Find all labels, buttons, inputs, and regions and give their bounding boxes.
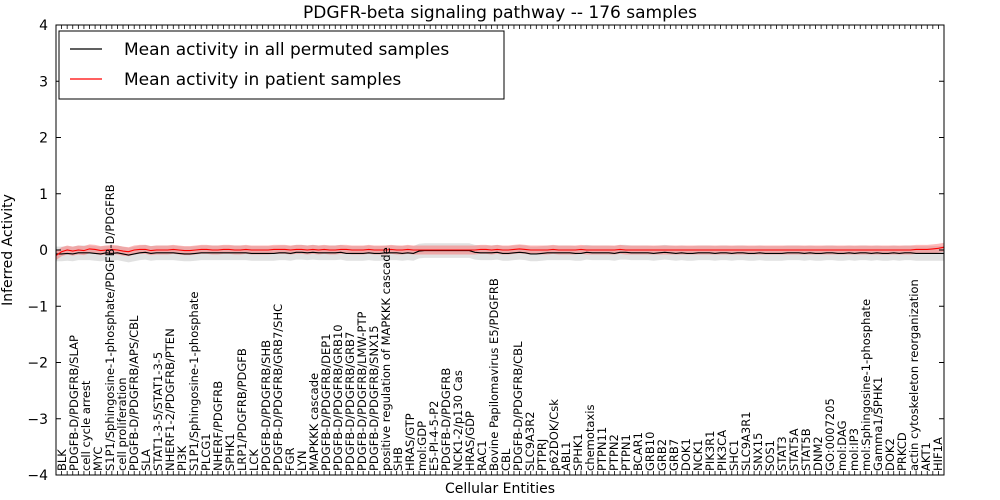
y-tick-label: 2 — [39, 131, 48, 147]
entity-label: BLK — [55, 449, 69, 471]
legend-box — [58, 30, 505, 100]
series-lines — [55, 246, 945, 257]
entity-label: SOS1 — [763, 440, 777, 471]
entity-label: PDGFB-D/PDGFRB/DEP1 — [319, 333, 333, 471]
entity-label: HRAS/GDP — [463, 411, 477, 471]
legend-label-permuted: Mean activity in all permuted samples — [124, 40, 449, 60]
y-axis-label: Inferred Activity — [0, 194, 16, 306]
entity-label: SNX15 — [751, 433, 765, 471]
entity-label: mol:IP3 — [847, 428, 861, 471]
entity-label: mol:GDP — [415, 421, 429, 471]
entity-label: NHERF1-2/PDGFRB/PTEN — [163, 328, 177, 471]
entity-label: S1P1/Sphingosine-1-phosphate — [187, 292, 201, 471]
y-axis-ticks: −4 −3 −2 −1 0 1 2 3 4 — [27, 18, 944, 484]
series-line-patient — [55, 246, 945, 257]
y-tick-label: −1 — [27, 299, 48, 315]
entity-label: GRB2 — [655, 439, 669, 471]
entity-label: GO:0007205 — [823, 398, 837, 471]
entity-label: SHC1 — [727, 440, 741, 471]
entity-label: GRB7 — [667, 439, 681, 471]
entity-label: PLCG1 — [199, 433, 213, 471]
entity-label: HIF1A — [931, 437, 945, 471]
entity-label: DOK1 — [679, 438, 693, 471]
y-tick-label: −4 — [27, 468, 48, 484]
entity-label: actin cytoskeleton reorganization — [907, 279, 921, 471]
legend: Mean activity in all permuted samples Me… — [58, 30, 505, 100]
entity-label: PDGFB-D/PDGFRB/GRB7/SHC — [271, 304, 285, 471]
entity-label: cell cycle arrest — [79, 380, 93, 471]
entity-label: LRP1/PDGFRB/PDGFB — [235, 348, 249, 471]
entity-label: MYC — [91, 447, 105, 471]
entity-label: positive regulation of MAPKKK cascade — [379, 247, 393, 471]
entity-label: PDGFB-D/PDGFRB — [439, 368, 453, 471]
entity-label: MAPKKK cascade — [307, 373, 321, 471]
entity-label: DNM2 — [811, 436, 825, 471]
entity-label: NCK1 — [691, 440, 705, 472]
entity-label: GRB10 — [643, 432, 657, 471]
y-tick-label: 0 — [39, 243, 48, 259]
entity-label: PDGFB-D/PDGFRB/APS/CBL — [127, 315, 141, 471]
entity-label: PDGFB-D/PDGFRB/GRB7 — [343, 332, 357, 471]
entity-label: E5-PI-4-5-P2 — [427, 401, 441, 471]
entity-label: LCK — [247, 449, 261, 471]
entity-label: STAT5A — [787, 428, 801, 471]
entity-label: STAT3 — [775, 436, 789, 471]
entity-label: Bovine Papilomavirus E5/PDGFRB — [487, 278, 501, 471]
legend-label-patient: Mean activity in patient samples — [124, 70, 401, 90]
entity-label: PDGFB-D/PDGFRB/GRB10 — [331, 324, 345, 471]
entity-label: STAT5B — [799, 428, 813, 471]
entity-label: chemotaxis — [583, 405, 597, 471]
entity-label: PRKCD — [895, 432, 909, 471]
entity-label: LYN — [295, 450, 309, 471]
x-axis-label: Cellular Entities — [445, 481, 555, 497]
entity-label: STAT1-3-5/STAT1-3-5 — [151, 352, 165, 471]
chart-title: PDGFR-beta signaling pathway -- 176 samp… — [303, 3, 697, 23]
entity-label: SLC9A3R1 — [739, 411, 753, 471]
y-tick-label: −2 — [27, 356, 48, 372]
x-axis-ticks — [55, 25, 945, 475]
entity-label: PDGFB-D/PDGFRB/SLAP — [67, 335, 81, 471]
entity-label: PTPN11 — [595, 427, 609, 471]
entity-label: SLC9A3R2 — [523, 411, 537, 471]
entity-label: RAC1 — [475, 440, 489, 471]
entity-label: p62DOK/Csk — [547, 399, 561, 471]
entity-label: SPHK1 — [223, 433, 237, 471]
entity-label: cell proliferation — [115, 377, 129, 471]
y-tick-label: 4 — [39, 18, 48, 34]
entity-label: Gamma1/SPHK1 — [871, 377, 885, 471]
entity-label: PDGFB-D/PDGFRB/CBL — [511, 341, 525, 471]
entity-label: DOK2 — [883, 438, 897, 471]
entity-label: SPHK1 — [571, 433, 585, 471]
entity-label: BCAR1 — [631, 432, 645, 471]
y-tick-label: 1 — [39, 187, 48, 203]
band-patient — [56, 242, 944, 261]
entity-label: SHB — [391, 447, 405, 471]
entity-label: PI3K — [175, 445, 189, 471]
entity-label: NCK1-2/p130 Cas — [451, 370, 465, 471]
entity-label: mol:Sphingosine-1-phosphate — [859, 299, 873, 471]
entity-label: PTPN2 — [607, 434, 621, 471]
entity-label: NHERF/PDGFRB — [211, 381, 225, 471]
entity-label: CBL — [499, 448, 513, 471]
entity-label: S1P1/Sphingosine-1-phosphate/PDGFB-D/PDG… — [103, 184, 117, 471]
entity-label: ABL1 — [559, 442, 573, 471]
plot-frame — [55, 24, 945, 476]
y-tick-label: −3 — [27, 412, 48, 428]
entity-label: PTPN1 — [619, 434, 633, 471]
entity-label: AKT1 — [919, 442, 933, 471]
entity-label: PIK3CA — [715, 430, 729, 471]
entity-label: PDGFB-D/PDGFRB/SNX15 — [367, 325, 381, 471]
entity-label: SLA — [139, 449, 153, 471]
entity-label: mol:DAG — [835, 420, 849, 471]
entity-label: PDGFB-D/PDGFRB/LMW-PTP — [355, 312, 369, 471]
series-line-permuted — [56, 250, 944, 256]
y-tick-label: 3 — [39, 74, 48, 90]
entity-label: HRAS/GTP — [403, 413, 417, 471]
entity-label: PTPRJ — [535, 439, 549, 471]
entity-label: FGR — [283, 447, 297, 471]
entity-label: PIK3R1 — [703, 431, 717, 472]
entity-label: PDGFB-D/PDGFRB/SHB — [259, 340, 273, 471]
